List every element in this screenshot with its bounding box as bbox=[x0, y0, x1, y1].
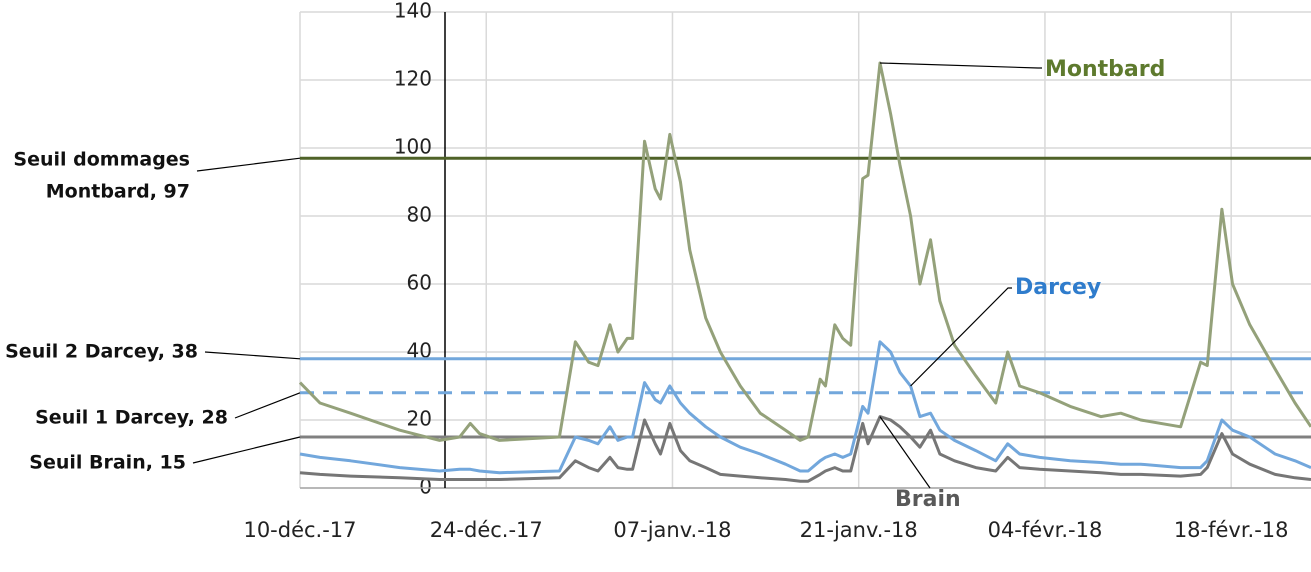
x-tick-label: 18-févr.-18 bbox=[1174, 518, 1289, 542]
x-tick-label: 04-févr.-18 bbox=[988, 518, 1103, 542]
threshold-leader bbox=[196, 157, 301, 172]
series-line bbox=[298, 61, 1311, 442]
threshold-label: Seuil Brain, 15 bbox=[29, 452, 186, 474]
threshold-label: Seuil dommages bbox=[13, 149, 190, 171]
series-line bbox=[299, 415, 1311, 483]
y-tick-label: 20 bbox=[407, 407, 432, 431]
x-tick-label: 10-déc.-17 bbox=[243, 518, 356, 542]
threshold-leader bbox=[204, 351, 301, 360]
threshold-label: Seuil 2 Darcey, 38 bbox=[5, 341, 198, 363]
threshold-label: Montbard, 97 bbox=[46, 181, 190, 203]
x-tick-label: 21-janv.-18 bbox=[800, 518, 918, 542]
threshold-leader bbox=[234, 392, 301, 419]
series-label: Darcey bbox=[1015, 275, 1101, 300]
y-tick-label: 120 bbox=[394, 67, 432, 91]
y-tick-label: 80 bbox=[407, 203, 432, 227]
threshold-leader bbox=[192, 436, 301, 464]
y-tick-label: 140 bbox=[394, 0, 432, 23]
x-tick-label: 07-janv.-18 bbox=[613, 518, 731, 542]
label-leader bbox=[910, 287, 1012, 387]
y-tick-label: 60 bbox=[407, 271, 432, 295]
series-line bbox=[299, 340, 1311, 475]
series-label: Montbard bbox=[1045, 57, 1165, 82]
x-tick-label: 24-déc.-17 bbox=[430, 518, 543, 542]
label-leader bbox=[879, 62, 1042, 69]
label-leader bbox=[879, 416, 931, 489]
y-tick-label: 100 bbox=[394, 135, 432, 159]
threshold-label: Seuil 1 Darcey, 28 bbox=[35, 407, 228, 429]
series-label: Brain bbox=[895, 487, 961, 512]
